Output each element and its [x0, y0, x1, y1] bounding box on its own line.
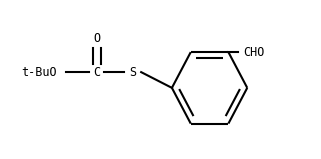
Text: C: C	[93, 66, 100, 79]
Text: t-BuO: t-BuO	[21, 66, 57, 79]
Text: CHO: CHO	[244, 46, 265, 59]
Text: S: S	[130, 66, 137, 79]
Text: O: O	[93, 32, 100, 45]
